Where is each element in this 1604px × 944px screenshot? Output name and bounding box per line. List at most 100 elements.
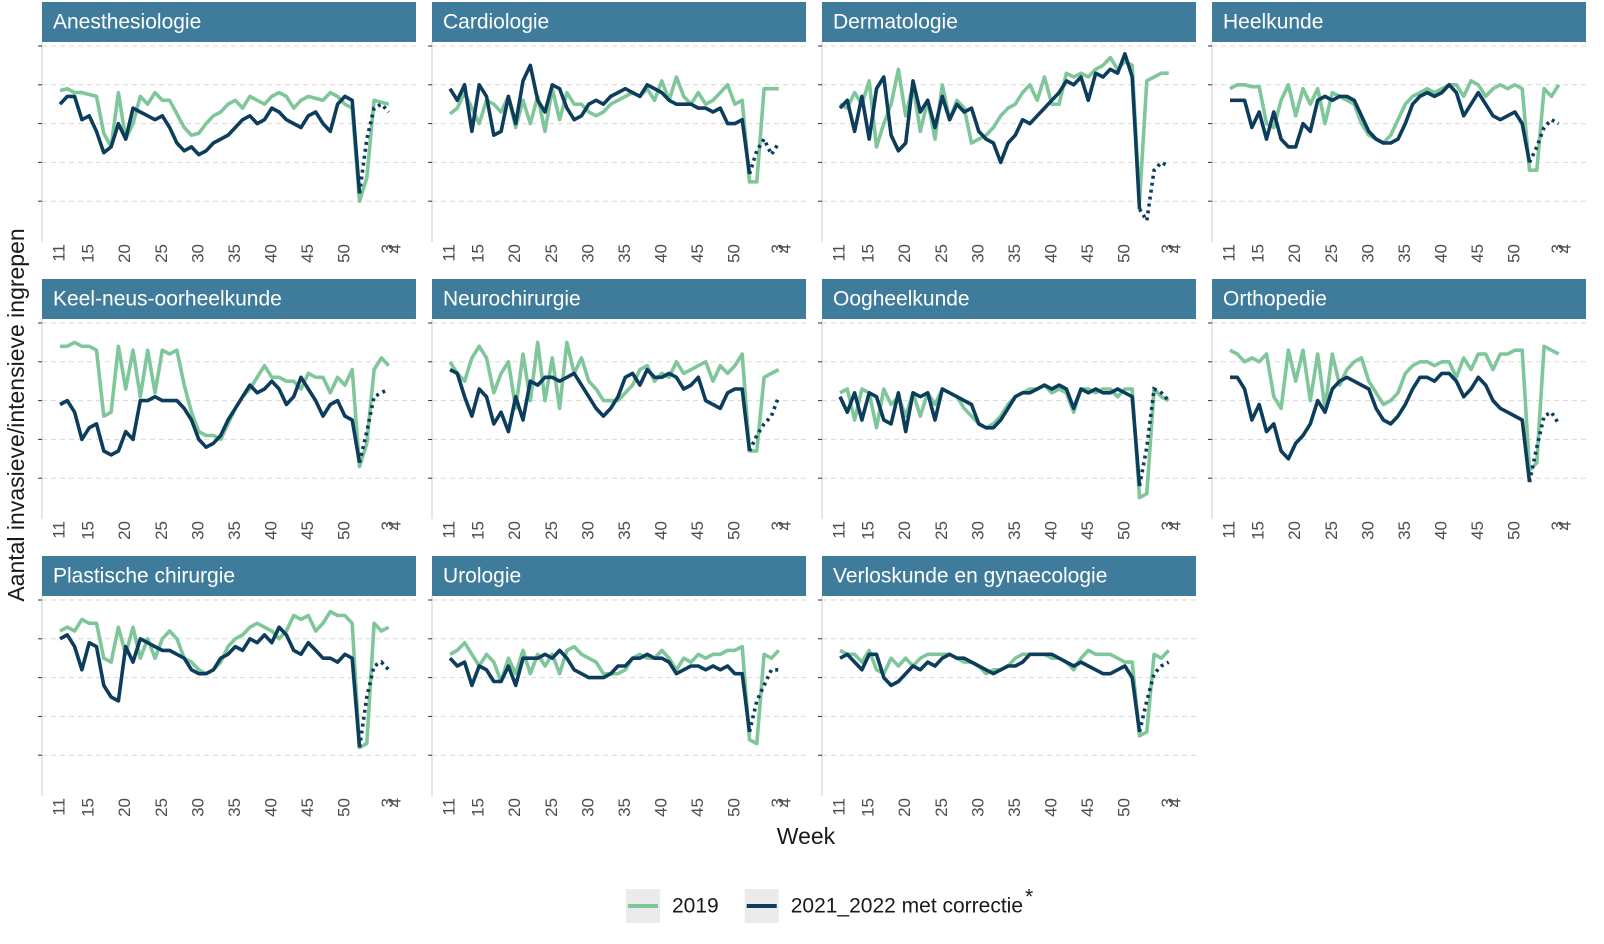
x-tick-label: 3	[378, 244, 397, 253]
legend-label: 2021_2022 met correctie	[791, 895, 1023, 918]
forecast-line	[357, 387, 390, 464]
x-tick-label: 35	[225, 798, 244, 817]
x-tick-label: 30	[968, 521, 987, 540]
x-tick-label: 15	[79, 244, 98, 263]
x-tick-label: 50	[1504, 244, 1523, 263]
x-tick-label: 30	[188, 521, 207, 540]
x-tick-label: 35	[615, 244, 634, 263]
series-line	[58, 94, 362, 194]
panel-title: Urologie	[443, 565, 521, 588]
series-line	[59, 375, 362, 464]
forecast-line	[1137, 160, 1170, 226]
x-tick-label: 4	[775, 244, 794, 253]
panel: Oogheelkunde 11 15 20 25 30 35 40 45 50 34	[818, 279, 1196, 540]
panel-title: Keel-neus-oorheelkunde	[53, 288, 282, 311]
series-line	[449, 640, 781, 746]
x-tick-label: 40	[261, 244, 280, 263]
series-line	[59, 86, 390, 203]
x-tick-label: 30	[968, 244, 987, 263]
x-tick-label: 25	[542, 244, 561, 263]
x-tick-label: 45	[1078, 244, 1097, 263]
x-tick-label: 45	[688, 244, 707, 263]
forecast-line	[1137, 386, 1171, 487]
x-tick-label: 50	[724, 521, 743, 540]
x-tick-label: 3	[1158, 521, 1177, 530]
x-tick-label: 45	[1468, 244, 1487, 263]
x-tick-label: 11	[49, 521, 68, 539]
x-tick-label: 40	[1041, 244, 1060, 263]
series-line	[59, 609, 390, 750]
panel: Anesthesiologie 11 15 20 25 30 35 40 45 50 34	[38, 2, 416, 263]
x-tick-label: 40	[261, 798, 280, 817]
x-tick-label: 50	[724, 798, 743, 817]
x-tick-label: 11	[1219, 521, 1238, 539]
forecast-line	[357, 659, 391, 748]
x-tick-label: 25	[542, 798, 561, 817]
x-tick-label: 45	[1468, 521, 1487, 540]
x-tick-label: 11	[829, 798, 848, 816]
x-tick-label: 35	[225, 244, 244, 263]
x-tick-label: 3	[1548, 521, 1567, 530]
x-tick-label: 40	[1431, 244, 1450, 263]
x-tick-label: 20	[115, 521, 134, 540]
panel-title: Heelkunde	[1223, 11, 1323, 34]
x-tick-label: 3	[768, 521, 787, 530]
x-tick-label: 25	[542, 521, 561, 540]
x-tick-label: 15	[469, 244, 488, 263]
panel: Urologie 11 15 20 25 30 35 40 45 50 34	[428, 556, 806, 817]
x-tick-label: 25	[932, 798, 951, 817]
x-tick-label: 11	[439, 798, 458, 816]
series-line	[838, 51, 1142, 210]
x-tick-label: 40	[261, 521, 280, 540]
x-tick-label: 40	[651, 244, 670, 263]
series-line	[839, 55, 1169, 203]
x-tick-label: 45	[298, 521, 317, 540]
x-tick-label: 15	[79, 521, 98, 540]
panel-title: Cardiologie	[443, 11, 549, 34]
panel-strip	[822, 2, 1196, 42]
x-tick-label: 20	[505, 521, 524, 540]
x-tick-label: 4	[385, 521, 404, 530]
legend-note: *	[1025, 886, 1033, 909]
x-tick-label: 15	[79, 798, 98, 817]
x-tick-label: 25	[152, 521, 171, 540]
x-tick-label: 50	[1114, 244, 1133, 263]
x-tick-label: 45	[1078, 798, 1097, 817]
series-line	[448, 340, 780, 453]
x-tick-label: 50	[1504, 521, 1523, 540]
panel: Cardiologie 11 15 20 25 30 35 40 45 50 34	[428, 2, 806, 263]
x-tick-label: 40	[1041, 521, 1060, 540]
x-tick-label: 15	[469, 521, 488, 540]
x-tick-label: 15	[1249, 521, 1268, 540]
x-tick-label: 35	[615, 798, 634, 817]
series-line	[838, 383, 1142, 487]
panel-strip	[42, 2, 416, 42]
panel: Dermatologie 11 15 20 25 30 35 40 45 50 34	[818, 2, 1196, 263]
x-tick-label: 11	[829, 244, 848, 262]
x-tick-label: 30	[188, 244, 207, 263]
x-tick-label: 45	[1078, 521, 1097, 540]
x-tick-label: 3	[1548, 244, 1567, 253]
series-line	[839, 652, 1142, 733]
panel-strip	[432, 279, 806, 319]
x-tick-label: 25	[932, 244, 951, 263]
x-tick-label: 50	[334, 798, 353, 817]
panel-strip	[822, 279, 1196, 319]
series-line	[839, 383, 1170, 500]
x-tick-label: 30	[578, 521, 597, 540]
forecast-line	[357, 101, 391, 194]
x-tick-label: 40	[651, 521, 670, 540]
x-tick-label: 40	[651, 798, 670, 817]
x-tick-label: 35	[1395, 244, 1414, 263]
x-tick-label: 30	[1358, 244, 1377, 263]
x-tick-label: 45	[688, 798, 707, 817]
x-tick-label: 4	[775, 521, 794, 530]
x-tick-label: 30	[578, 244, 597, 263]
x-tick-label: 25	[1322, 244, 1341, 263]
x-tick-label: 20	[895, 244, 914, 263]
x-tick-label: 4	[1165, 798, 1184, 807]
x-tick-label: 15	[859, 521, 878, 540]
x-tick-label: 4	[385, 798, 404, 807]
y-axis-title: Aantal invasieve/intensieve ingrepen	[3, 228, 29, 601]
